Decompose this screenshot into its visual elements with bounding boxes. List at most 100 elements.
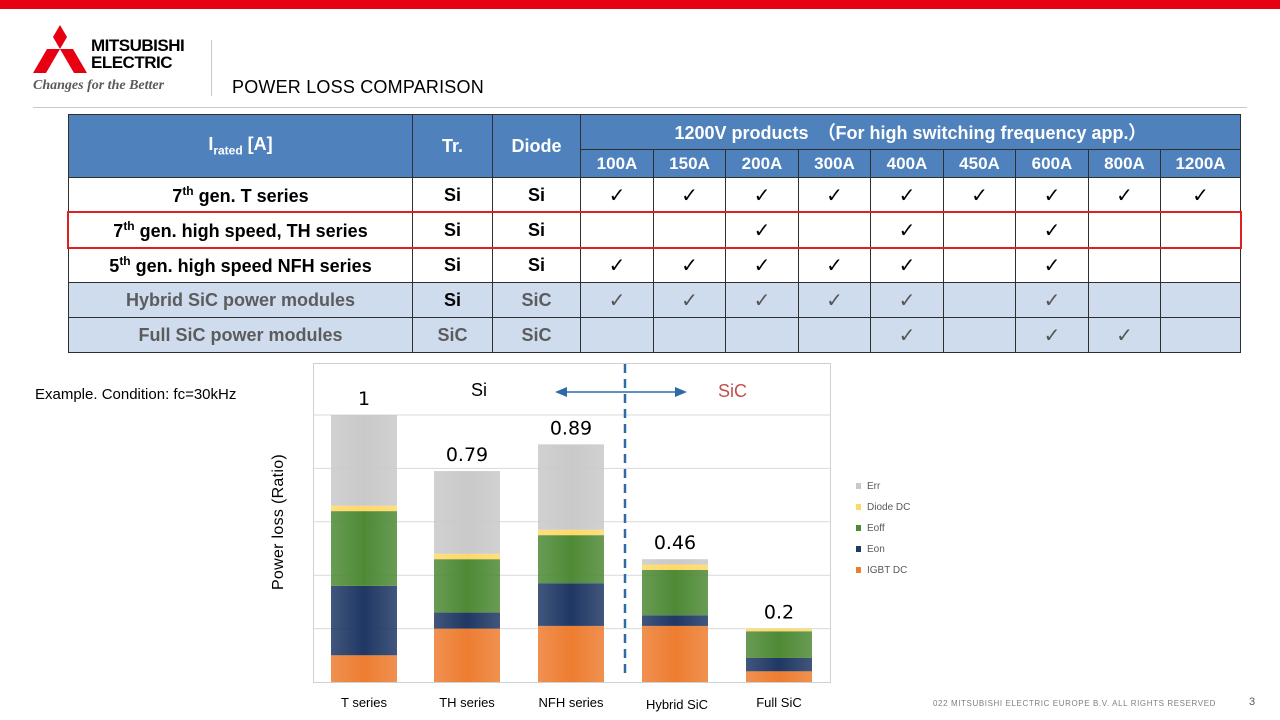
table-row: Hybrid SiC power modules Si SiC ✓ ✓ ✓ ✓ ✓ ✓ — [68, 282, 1242, 318]
bar-total-label: 0.89 — [550, 417, 592, 439]
bar-segment-igbt-dc — [746, 671, 812, 682]
availability-check-icon: ✓ — [798, 247, 871, 283]
diode-material: SiC — [492, 282, 581, 318]
legend-item: Err — [856, 481, 880, 495]
rated-current-header: Irated [A] — [68, 114, 413, 178]
legend-label: IGBT DC — [867, 565, 908, 576]
amp-header: 200A — [725, 149, 799, 178]
empty-cell — [653, 212, 726, 248]
series-name: Full SiC power modules — [138, 324, 343, 345]
transistor-header: Tr. — [412, 114, 493, 178]
brand-line-2: ELECTRIC — [91, 53, 173, 72]
legend-item: Eoff — [856, 523, 885, 537]
legend-item: Diode DC — [856, 502, 910, 516]
empty-cell — [1159, 317, 1242, 353]
amp-header: 800A — [1088, 149, 1161, 178]
availability-check-icon: ✓ — [1088, 177, 1161, 213]
copyright-footer: 022 MITSUBISHI ELECTRIC EUROPE B.V. ALL … — [933, 699, 1217, 708]
bar-segment-diode-dc — [331, 505, 397, 512]
gen-number: 7 — [172, 185, 183, 206]
title-rule — [33, 107, 1247, 108]
empty-cell — [1159, 282, 1242, 318]
amp-header: 100A — [580, 149, 654, 178]
table-row: 5th gen. high speed NFH series Si Si ✓ ✓ ✓ ✓ ✓ ✓ — [68, 247, 1242, 283]
legend-swatch — [856, 504, 861, 511]
arrow-left-head-icon — [555, 387, 567, 397]
availability-check-icon: ✓ — [1015, 212, 1089, 248]
bar-segment-eoff — [746, 631, 812, 658]
empty-cell — [798, 317, 871, 353]
empty-cell — [1159, 247, 1242, 283]
top-red-bar — [0, 0, 1280, 9]
page-number: 3 — [1249, 696, 1256, 708]
empty-cell — [943, 282, 1016, 318]
availability-check-icon: ✓ — [725, 282, 799, 318]
legend-label: Eoff — [867, 523, 885, 534]
bar-total-label: 0.2 — [764, 602, 794, 624]
x-category-label: Hybrid SiC — [645, 697, 709, 712]
amp-header: 450A — [943, 149, 1016, 178]
availability-check-icon: ✓ — [725, 212, 799, 248]
empty-cell — [580, 317, 654, 353]
product-series-label: 5th gen. high speed NFH series — [68, 247, 413, 283]
availability-check-icon: ✓ — [653, 282, 726, 318]
bar-total-label: 0.79 — [446, 444, 488, 466]
table-row: 7th gen. high speed, TH series Si Si ✓ ✓ ✓ — [68, 212, 1242, 248]
empty-cell — [725, 317, 799, 353]
amp-header: 300A — [798, 149, 871, 178]
transistor-material: Si — [412, 247, 493, 283]
gen-suffix: th — [119, 253, 131, 268]
empty-cell — [1088, 282, 1161, 318]
empty-cell — [1088, 212, 1161, 248]
empty-cell — [943, 212, 1016, 248]
x-category-label: TH series — [439, 695, 495, 710]
bar-total-label: 1 — [358, 388, 370, 410]
bar-segment-err — [538, 444, 604, 530]
si-region-label: Si — [471, 380, 488, 400]
availability-check-icon: ✓ — [1015, 247, 1089, 283]
brand-wordmark: MITSUBISHI ELECTRIC — [91, 36, 185, 72]
amp-header: 600A — [1015, 149, 1089, 178]
availability-check-icon: ✓ — [1015, 177, 1089, 213]
empty-cell — [1088, 247, 1161, 283]
bar-segment-err — [642, 559, 708, 565]
diode-material: Si — [492, 247, 581, 283]
diode-header: Diode — [492, 114, 581, 178]
empty-cell — [1159, 212, 1242, 248]
availability-check-icon: ✓ — [580, 177, 654, 213]
transistor-material: Si — [412, 177, 493, 213]
availability-check-icon: ✓ — [1015, 317, 1089, 353]
series-name: Hybrid SiC power modules — [125, 289, 356, 310]
availability-check-icon: ✓ — [870, 282, 944, 318]
transistor-material: SiC — [412, 317, 493, 353]
legend-swatch — [856, 567, 861, 574]
bar-segment-igbt-dc — [331, 655, 397, 682]
bar-segment-igbt-dc — [642, 625, 708, 682]
table-row: 7th gen. T series Si Si ✓ ✓ ✓ ✓ ✓ ✓ ✓ ✓ ✓ — [68, 177, 1242, 213]
product-series-label: 7th gen. T series — [68, 177, 413, 213]
availability-check-icon: ✓ — [943, 177, 1016, 213]
series-name: gen. T series — [193, 185, 309, 206]
bar-segment-eon — [331, 585, 397, 656]
empty-cell — [653, 317, 726, 353]
bar-segment-diode-dc — [538, 529, 604, 536]
bar-segment-err — [434, 471, 500, 554]
arrow-right-head-icon — [675, 387, 687, 397]
bar-segment-eoff — [434, 559, 500, 613]
amp-header: 150A — [653, 149, 726, 178]
availability-check-icon: ✓ — [870, 247, 944, 283]
bar-segment-eoff — [538, 535, 604, 584]
x-category-label: NFH series — [538, 695, 604, 710]
bar-segment-eon — [746, 657, 812, 672]
power-loss-chart: 1 0.79 0.89 0.46 0.2 — [313, 363, 831, 683]
brand-line-1: MITSUBISHI — [91, 36, 185, 55]
legend-label: Eon — [867, 544, 885, 555]
three-diamonds-logo-icon — [33, 25, 87, 73]
chart-svg: 1 0.79 0.89 0.46 0.2 — [313, 363, 831, 683]
product-series-label: Hybrid SiC power modules — [68, 282, 413, 318]
example-condition: Example. Condition: fc=30kHz — [35, 386, 237, 403]
gen-suffix: th — [123, 218, 135, 233]
bar-segment-igbt-dc — [538, 625, 604, 682]
bar-segment-diode-dc — [642, 564, 708, 570]
empty-cell — [798, 212, 871, 248]
